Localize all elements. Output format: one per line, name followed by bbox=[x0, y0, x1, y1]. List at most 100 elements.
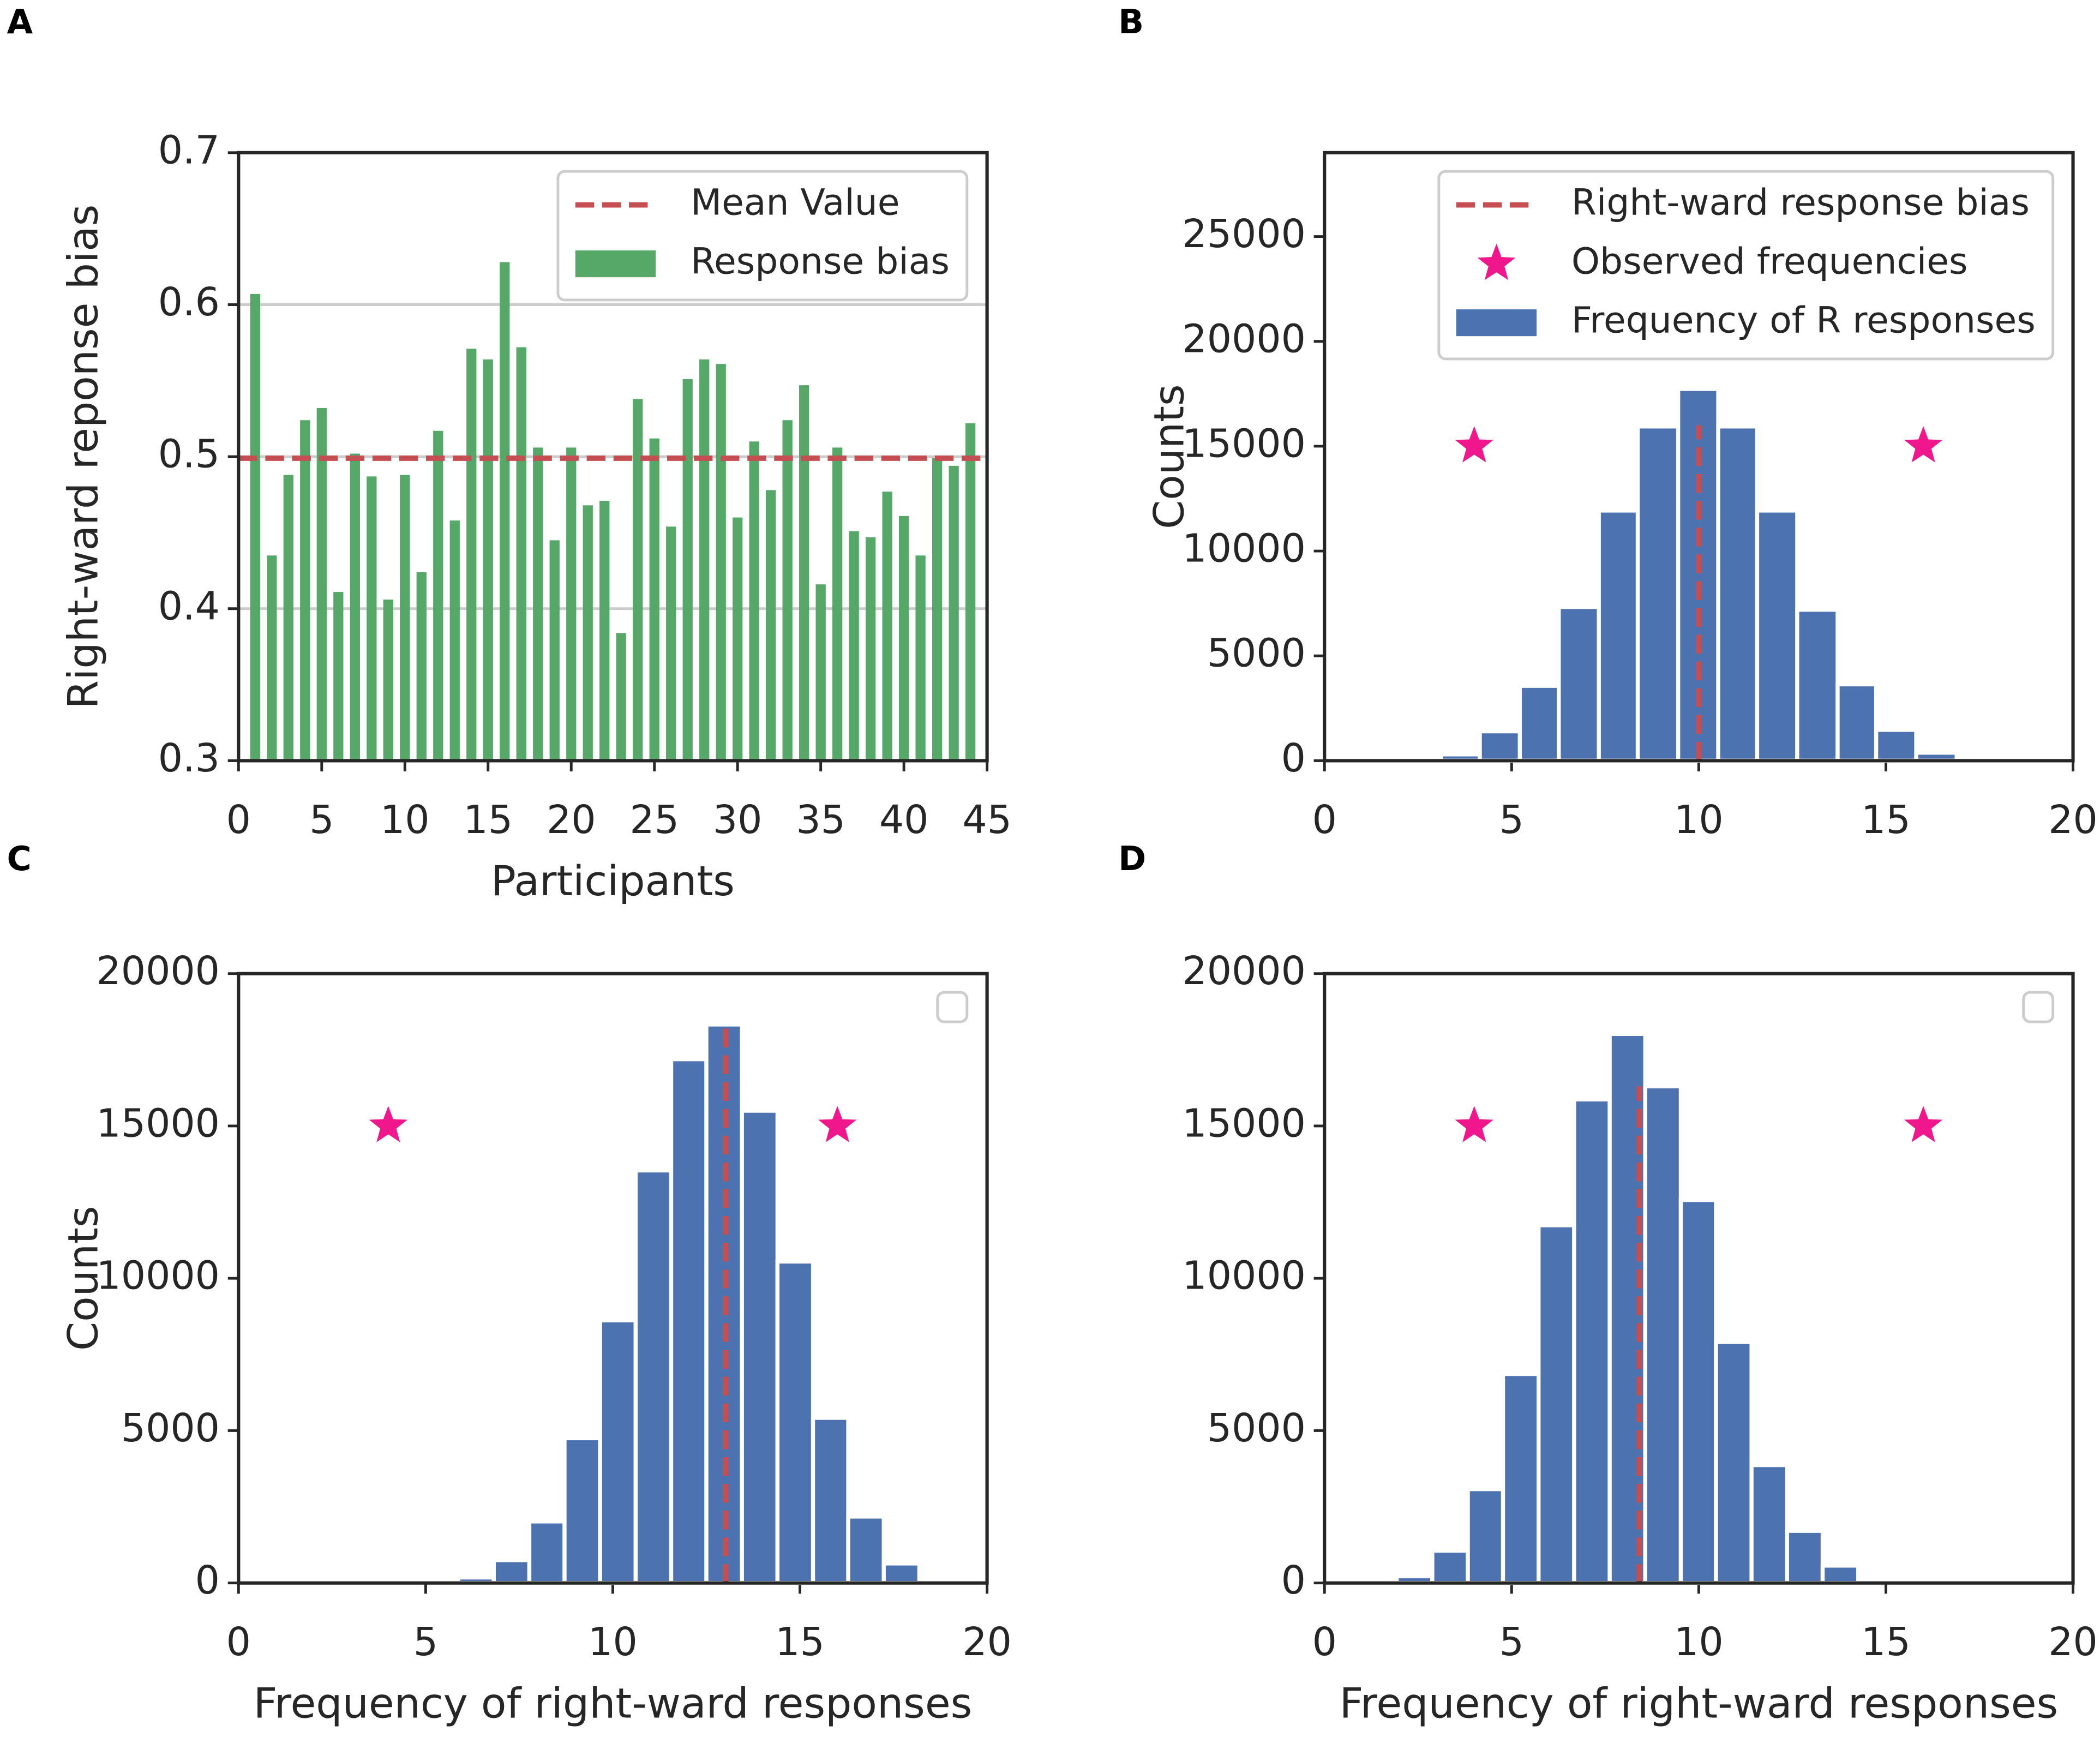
histogram-bar bbox=[1795, 607, 1840, 763]
histogram-bar bbox=[1466, 1487, 1505, 1585]
bar bbox=[316, 408, 327, 761]
histogram-bar bbox=[1785, 1529, 1825, 1585]
bar bbox=[449, 520, 460, 761]
y-tick-label: 20000 bbox=[1182, 316, 1305, 361]
histogram-bar bbox=[1597, 508, 1640, 763]
histogram-bar bbox=[562, 1436, 602, 1585]
panel: B 0 5000 10000 15000 20000 25000 0 5 10 15 20 Counts… bbox=[1118, 3, 2098, 842]
histogram-bar bbox=[598, 1318, 638, 1585]
axes-frame bbox=[237, 151, 989, 763]
bar bbox=[416, 572, 427, 761]
y-axis-label: Right-ward reponse bias bbox=[58, 205, 107, 709]
bar bbox=[483, 359, 493, 761]
y-tick-label: 10000 bbox=[96, 1253, 219, 1298]
histogram-bar bbox=[1430, 1548, 1470, 1585]
bar bbox=[400, 475, 410, 761]
legend-frame bbox=[556, 170, 969, 302]
panel-label: A bbox=[7, 3, 33, 41]
histogram-bar bbox=[1557, 604, 1601, 763]
axes-frame bbox=[1323, 972, 2075, 1585]
legend-label: Observed frequencies bbox=[1571, 240, 1968, 283]
star-point bbox=[369, 1106, 407, 1142]
y-tick-label: 0.7 bbox=[158, 127, 220, 172]
axes-frame bbox=[1323, 151, 2075, 763]
bar bbox=[566, 447, 577, 761]
histogram-bar bbox=[775, 1259, 815, 1585]
histogram-bar bbox=[1678, 1197, 1718, 1585]
x-axis-label: Participants bbox=[491, 856, 735, 905]
legend-handle bbox=[575, 250, 656, 278]
x-tick-label: 20 bbox=[2048, 1619, 2098, 1664]
histogram-bar bbox=[1749, 1463, 1790, 1585]
bar bbox=[849, 531, 859, 761]
bar bbox=[733, 517, 743, 761]
x-tick-label: 5 bbox=[309, 797, 334, 842]
y-tick-label: 15000 bbox=[96, 1100, 219, 1146]
panel-label: C bbox=[7, 840, 32, 878]
bar bbox=[915, 555, 926, 761]
bar bbox=[682, 379, 693, 761]
histogram-bar bbox=[1517, 684, 1561, 763]
x-tick-label: 10 bbox=[1674, 1619, 1724, 1664]
x-axis-label: Frequency of right-ward responses bbox=[1340, 1679, 2059, 1728]
x-tick-label: 5 bbox=[1499, 1619, 1524, 1664]
bar bbox=[333, 592, 344, 761]
star-point bbox=[818, 1106, 857, 1142]
bar bbox=[716, 364, 726, 761]
x-tick-label: 0 bbox=[226, 797, 251, 842]
bar bbox=[866, 537, 876, 761]
bar bbox=[949, 465, 959, 761]
x-tick-label: 20 bbox=[2048, 797, 2098, 842]
x-tick-label: 15 bbox=[1861, 797, 1911, 842]
y-tick-label: 20000 bbox=[96, 948, 219, 993]
y-tick-label: 0.6 bbox=[158, 279, 220, 325]
histogram-bar bbox=[1643, 1084, 1683, 1585]
y-tick-label: 0 bbox=[1281, 1558, 1306, 1603]
bar bbox=[616, 633, 626, 761]
bar bbox=[350, 453, 360, 761]
bar bbox=[549, 540, 560, 761]
y-tick-label: 10000 bbox=[1182, 1253, 1305, 1298]
x-tick-label: 15 bbox=[1861, 1619, 1911, 1664]
histogram-bar bbox=[846, 1514, 886, 1585]
histogram-bar bbox=[740, 1109, 780, 1585]
bar bbox=[500, 262, 510, 761]
y-tick-label: 25000 bbox=[1182, 211, 1305, 256]
panel: C 0 5000 10000 15000 20000 0 5 10 15 20 Counts Frequ… bbox=[7, 840, 1012, 1727]
legend-frame bbox=[2022, 991, 2055, 1023]
x-tick-label: 0 bbox=[226, 1619, 251, 1664]
panel-label: B bbox=[1118, 3, 1144, 41]
bar bbox=[250, 294, 260, 761]
bar bbox=[749, 441, 759, 761]
bar bbox=[633, 399, 643, 761]
histogram-bar bbox=[1874, 728, 1918, 763]
panel: A 0.3 0.4 0.5 0.6 0.7 0 5 10 15 20 25 30 35 40 45 Right-… bbox=[7, 3, 1012, 905]
x-tick-label: 40 bbox=[879, 797, 929, 842]
x-tick-label: 10 bbox=[1674, 797, 1724, 842]
bar bbox=[898, 516, 909, 761]
x-tick-label: 5 bbox=[1499, 797, 1524, 842]
histogram-bar bbox=[881, 1561, 922, 1585]
histogram-bar bbox=[1537, 1223, 1576, 1585]
legend-frame bbox=[936, 991, 969, 1023]
star-point bbox=[1904, 426, 1943, 463]
histogram-bar bbox=[811, 1416, 850, 1585]
legend: Right-ward response bias Observed frequen… bbox=[1437, 170, 2055, 361]
x-tick-label: 0 bbox=[1312, 1619, 1337, 1664]
bar bbox=[383, 600, 393, 761]
bar bbox=[932, 458, 943, 761]
legend-label: Right-ward response bias bbox=[1571, 181, 2030, 224]
y-tick-label: 10000 bbox=[1182, 526, 1305, 571]
bar bbox=[766, 490, 776, 761]
bar bbox=[466, 349, 477, 761]
bar bbox=[283, 475, 293, 761]
y-tick-label: 0.4 bbox=[158, 583, 220, 628]
bar bbox=[300, 420, 310, 761]
histogram-bar bbox=[1478, 729, 1522, 763]
axes-frame bbox=[237, 972, 989, 1585]
histogram-bar bbox=[1716, 424, 1760, 763]
legend: Mean Value Response bias bbox=[556, 170, 969, 302]
legend bbox=[2022, 991, 2055, 1023]
y-tick-label: 15000 bbox=[1182, 421, 1305, 466]
